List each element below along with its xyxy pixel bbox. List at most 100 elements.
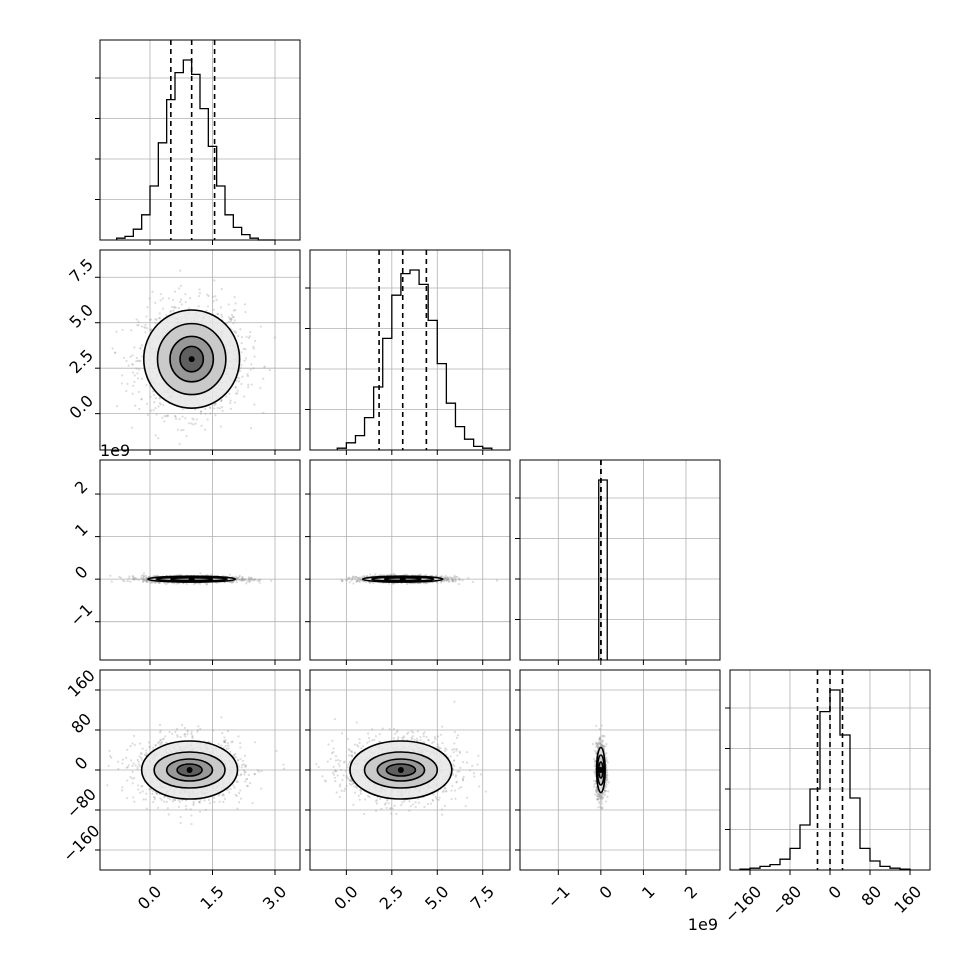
scatter-point — [379, 573, 383, 576]
scatter-point — [220, 399, 223, 403]
scatter-point — [139, 765, 142, 768]
scatter-point — [146, 306, 149, 309]
scatter-point — [189, 808, 192, 811]
scatter-point — [239, 579, 242, 582]
scatter-point — [450, 577, 453, 580]
scatter-point — [129, 775, 132, 779]
scatter-point — [137, 324, 140, 327]
scatter-point — [250, 363, 253, 366]
scatter-point — [268, 368, 271, 372]
density-peak — [188, 576, 195, 583]
scatter-point — [162, 738, 165, 741]
scatter-point — [259, 578, 262, 581]
scatter-point — [445, 579, 449, 582]
scatter-point — [229, 581, 232, 584]
scatter-point — [158, 581, 161, 585]
scatter-point — [175, 582, 179, 585]
scatter-point — [145, 402, 149, 405]
scatter-point — [199, 412, 203, 415]
scatter-point — [158, 397, 161, 400]
scatter-point — [233, 296, 236, 299]
scatter-point — [173, 290, 177, 293]
scatter-point — [133, 374, 136, 377]
scatter-point — [228, 791, 231, 794]
scatter-point — [206, 293, 209, 296]
scatter-point — [270, 579, 273, 582]
scatter-point — [149, 409, 153, 412]
scatter-point — [230, 313, 234, 317]
scatter-point — [389, 573, 392, 576]
y-tick-label: 0 — [71, 562, 92, 583]
scatter-point — [162, 737, 165, 740]
scatter-point — [236, 389, 239, 392]
scatter-point — [142, 572, 146, 575]
scatter-point — [191, 417, 194, 420]
scatter-point — [122, 356, 125, 360]
scatter-point — [238, 369, 242, 373]
scatter-point — [195, 418, 198, 421]
scatter-point — [151, 390, 155, 393]
scatter-point — [200, 410, 203, 413]
axes-frame — [519, 459, 721, 661]
y-tick-label: 1 — [71, 520, 92, 541]
scatter-point — [151, 581, 154, 584]
scatter-point — [220, 399, 223, 402]
scatter-point — [406, 582, 409, 586]
scatter-point — [116, 405, 119, 408]
scatter-point — [246, 373, 249, 376]
scatter-point — [177, 805, 180, 809]
scatter-point — [350, 577, 353, 580]
scatter-point — [140, 355, 144, 358]
contour-line — [169, 335, 215, 383]
scatter-point — [140, 398, 143, 401]
scatter-point — [253, 741, 257, 744]
scatter-point — [199, 410, 203, 413]
scatter-point — [161, 297, 165, 300]
scatter-point — [231, 580, 235, 584]
scatter-point — [244, 764, 247, 767]
scatter-point — [167, 297, 171, 300]
scatter-point — [256, 579, 259, 582]
scatter-point — [133, 743, 136, 747]
scatter-point — [231, 740, 234, 743]
scatter-point — [159, 403, 162, 406]
scatter-point — [125, 797, 129, 800]
scatter-point — [244, 770, 247, 774]
scatter-point — [135, 318, 138, 321]
scatter-point — [252, 579, 255, 582]
scatter-point — [238, 377, 241, 380]
scatter-point — [454, 579, 458, 582]
scatter-point — [131, 764, 134, 768]
scatter-point — [157, 405, 160, 408]
scatter-point — [258, 578, 261, 581]
scatter-point — [188, 307, 191, 310]
scatter-point — [253, 578, 257, 581]
scatter-point — [153, 798, 156, 801]
scatter-point — [234, 331, 237, 335]
scatter-point — [152, 409, 155, 412]
scatter-point — [424, 582, 428, 585]
scatter-point — [244, 310, 247, 314]
scatter-point — [237, 380, 241, 383]
scatter-point — [244, 357, 248, 360]
scatter-point — [146, 580, 149, 584]
scatter-point — [229, 407, 232, 410]
scatter-point — [227, 303, 230, 306]
histogram-step — [336, 269, 493, 450]
scatter-point — [145, 383, 148, 387]
scatter-point — [249, 427, 253, 430]
scatter-point — [118, 575, 121, 579]
scatter-point — [245, 582, 248, 585]
scatter-point — [166, 415, 169, 418]
scatter-point — [140, 756, 143, 759]
scatter-point — [244, 577, 247, 580]
scatter-point — [142, 575, 145, 578]
scatter-point — [121, 758, 125, 761]
scatter-point — [179, 735, 182, 739]
scatter-point — [142, 574, 145, 577]
scatter-point — [142, 579, 145, 582]
scatter-point — [247, 579, 250, 582]
scatter-point — [233, 401, 237, 404]
scatter-point — [150, 328, 153, 331]
scatter-point — [206, 418, 209, 421]
